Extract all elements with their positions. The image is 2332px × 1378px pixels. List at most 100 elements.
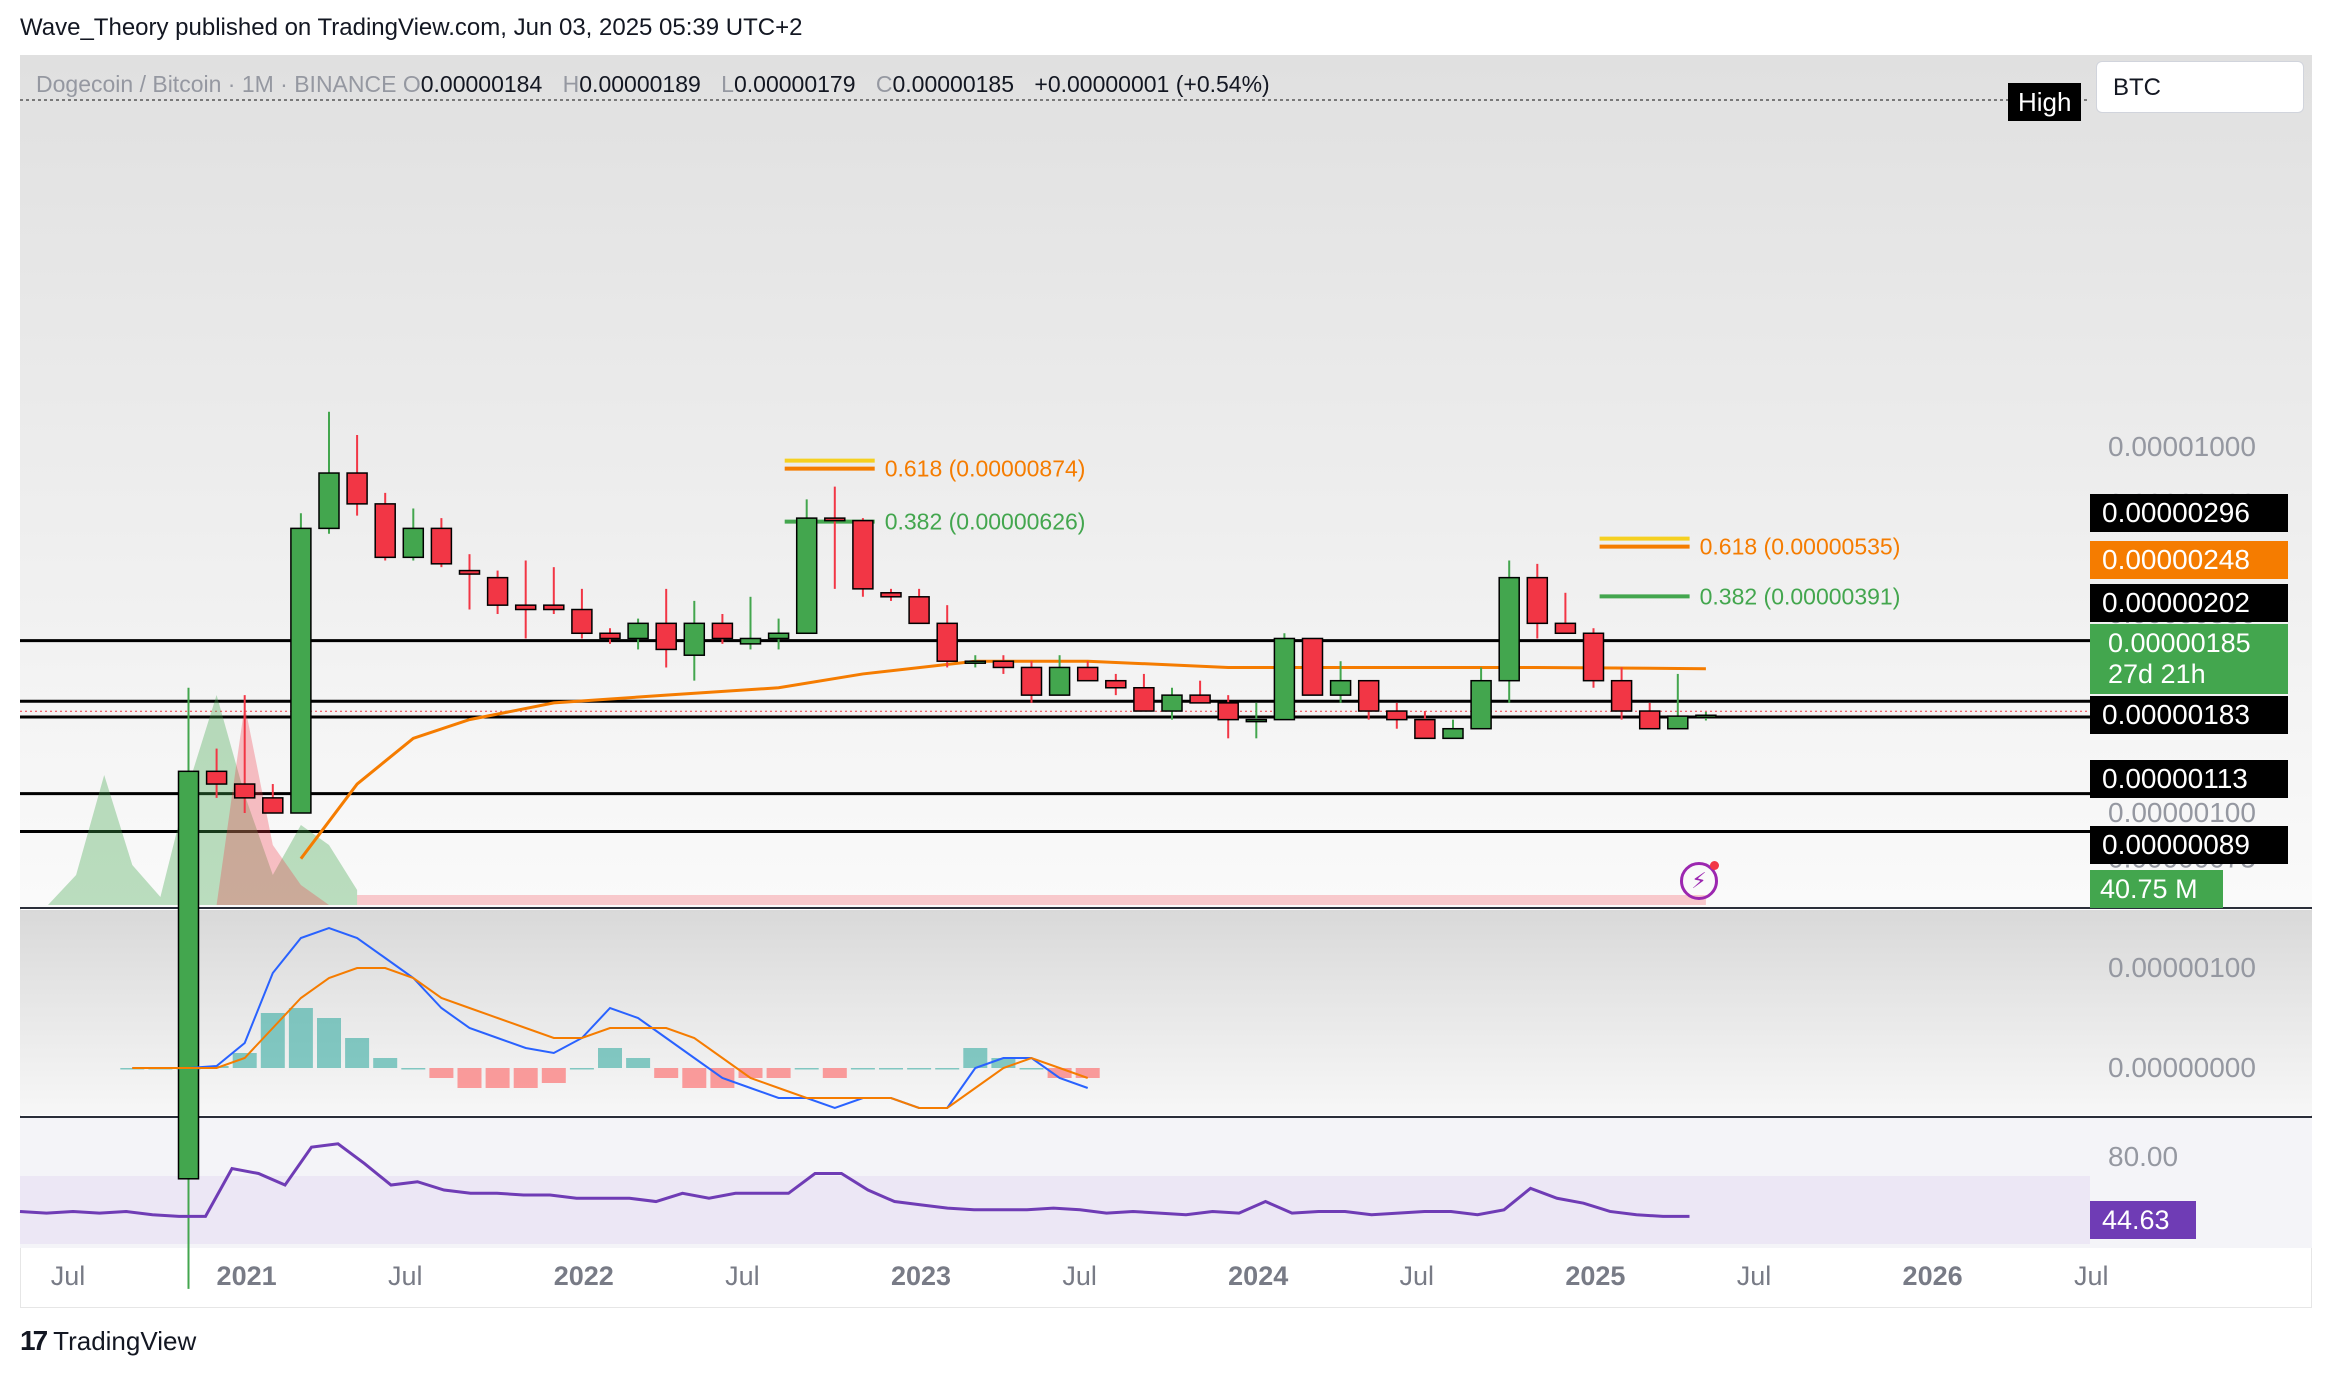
macd-histogram-bar (794, 1068, 819, 1070)
candle-body (318, 472, 340, 530)
time-axis-label: Jul (1400, 1261, 1435, 1291)
high-value: 0.00000189 (579, 71, 701, 97)
macd-histogram-bar (738, 1068, 763, 1078)
price-tag-s1: 0.00000183 (2090, 696, 2288, 734)
current-price: 0.00000185 (2108, 628, 2251, 658)
time-axis-label: Jul (725, 1261, 760, 1291)
candle-body (908, 596, 930, 625)
macd-histogram-bar (879, 1068, 903, 1070)
rsi-value-tag: 44.63 (2090, 1201, 2196, 1239)
macd-histogram-bar (1075, 1068, 1100, 1078)
macd-histogram-bar (485, 1068, 510, 1088)
candle-body (1526, 576, 1549, 625)
macd-histogram-bar (626, 1058, 651, 1068)
candle-body (430, 527, 453, 565)
candle-body (683, 622, 706, 656)
open-value: 0.00000184 (420, 71, 543, 97)
fib-label: 0.618 (0.00000535) (1700, 534, 1901, 560)
candle-body (627, 622, 649, 640)
candle-body (346, 472, 368, 505)
low-label: L (721, 71, 734, 97)
candle-body (1470, 679, 1492, 730)
macd-histogram-bar (429, 1068, 454, 1078)
macd-histogram-bar (569, 1068, 594, 1070)
macd-histogram-bar (907, 1068, 932, 1070)
candle-body (1048, 666, 1071, 696)
high-label-text: H (562, 71, 580, 97)
candle-body (992, 660, 1015, 669)
signal-line (132, 967, 1089, 1109)
macd-histogram-bar (232, 1053, 257, 1068)
current-price-tag: 0.00000185 27d 21h (2090, 624, 2288, 694)
volume-area (357, 895, 1706, 905)
macd-histogram-bar (1047, 1068, 1072, 1078)
time-axis-label: 2023 (891, 1261, 951, 1291)
candle-body (711, 622, 734, 640)
price-tag-s2: 0.00000113 (2090, 760, 2288, 798)
macd-histogram-bar (598, 1048, 622, 1068)
candle-body (486, 576, 509, 606)
price-pane-bg (20, 55, 2312, 907)
macd-axis-label: 0.00000000 (2108, 1052, 2256, 1083)
rsi-axis-label: 80.00 (2108, 1141, 2178, 1172)
candle-body (374, 503, 396, 559)
macd-histogram-bar (457, 1068, 482, 1088)
candle-body (1020, 666, 1043, 696)
candle-body (1076, 666, 1099, 682)
time-axis-label: 2024 (1228, 1261, 1288, 1291)
symbol-label[interactable]: Dogecoin / Bitcoin · 1M · BINANCE (36, 71, 397, 97)
time-axis-label: 2021 (217, 1261, 277, 1291)
candle-body (767, 632, 790, 640)
candle-body (599, 632, 621, 640)
macd-histogram-bar (766, 1068, 791, 1078)
high-marker: High (2008, 83, 2082, 121)
candle-body (795, 517, 818, 635)
candle-body (852, 519, 874, 590)
fib-label: 0.382 (0.00000391) (1700, 583, 1901, 609)
ohlc-legend: Dogecoin / Bitcoin · 1M · BINANCE O0.000… (36, 71, 1270, 98)
time-axis-label: Jul (2074, 1261, 2109, 1291)
bar-countdown: 27d 21h (2108, 659, 2206, 689)
candle-body (1498, 576, 1520, 682)
lightning-icon[interactable]: ⚡ (1680, 861, 1719, 900)
time-axis-label: 2025 (1565, 1261, 1625, 1291)
candle-body (739, 637, 762, 645)
close-value: 0.00000185 (892, 71, 1015, 97)
candle-body (1161, 694, 1183, 712)
time-axis-label: 2026 (1903, 1261, 1963, 1291)
candle-body (1554, 622, 1577, 635)
time-axis-label: 2022 (554, 1261, 614, 1291)
candle-body (1638, 710, 1661, 730)
candle-body (1245, 718, 1268, 723)
macd-histogram-bar (513, 1068, 538, 1088)
price-axis-label: 0.00000100 (2108, 797, 2256, 828)
macd-axis-label: 0.00000100 (2108, 952, 2256, 983)
volume-tag: 40.75 M (2090, 870, 2223, 908)
tv-logo-icon: 17 (20, 1325, 48, 1356)
macd-histogram-bar (317, 1018, 341, 1068)
currency-selector[interactable]: BTC (2096, 61, 2304, 113)
candle-body (1189, 694, 1211, 704)
tradingview-logo[interactable]: 17 TradingView (20, 1325, 196, 1357)
candle-body (205, 770, 228, 785)
candle-body (458, 569, 481, 575)
candle-body (571, 608, 593, 635)
candle-body (262, 797, 284, 814)
macd-histogram-bar (260, 1013, 285, 1068)
candle-body (1414, 718, 1436, 740)
candle-body (1329, 679, 1352, 696)
macd-pane-bg (20, 910, 2312, 1115)
time-axis-label: Jul (1737, 1261, 1772, 1291)
macd-histogram-bar (654, 1068, 679, 1078)
candle-body (1442, 727, 1464, 740)
candle-body (964, 660, 987, 664)
candle-body (1357, 679, 1380, 712)
candle-body (1386, 710, 1408, 721)
macd-histogram-bar (682, 1068, 707, 1088)
candle-body (402, 527, 425, 559)
rsi-line (19, 1142, 1690, 1218)
time-axis-label: Jul (388, 1261, 423, 1291)
candle-body (880, 592, 902, 598)
macd-histogram-bar (991, 1058, 1016, 1068)
